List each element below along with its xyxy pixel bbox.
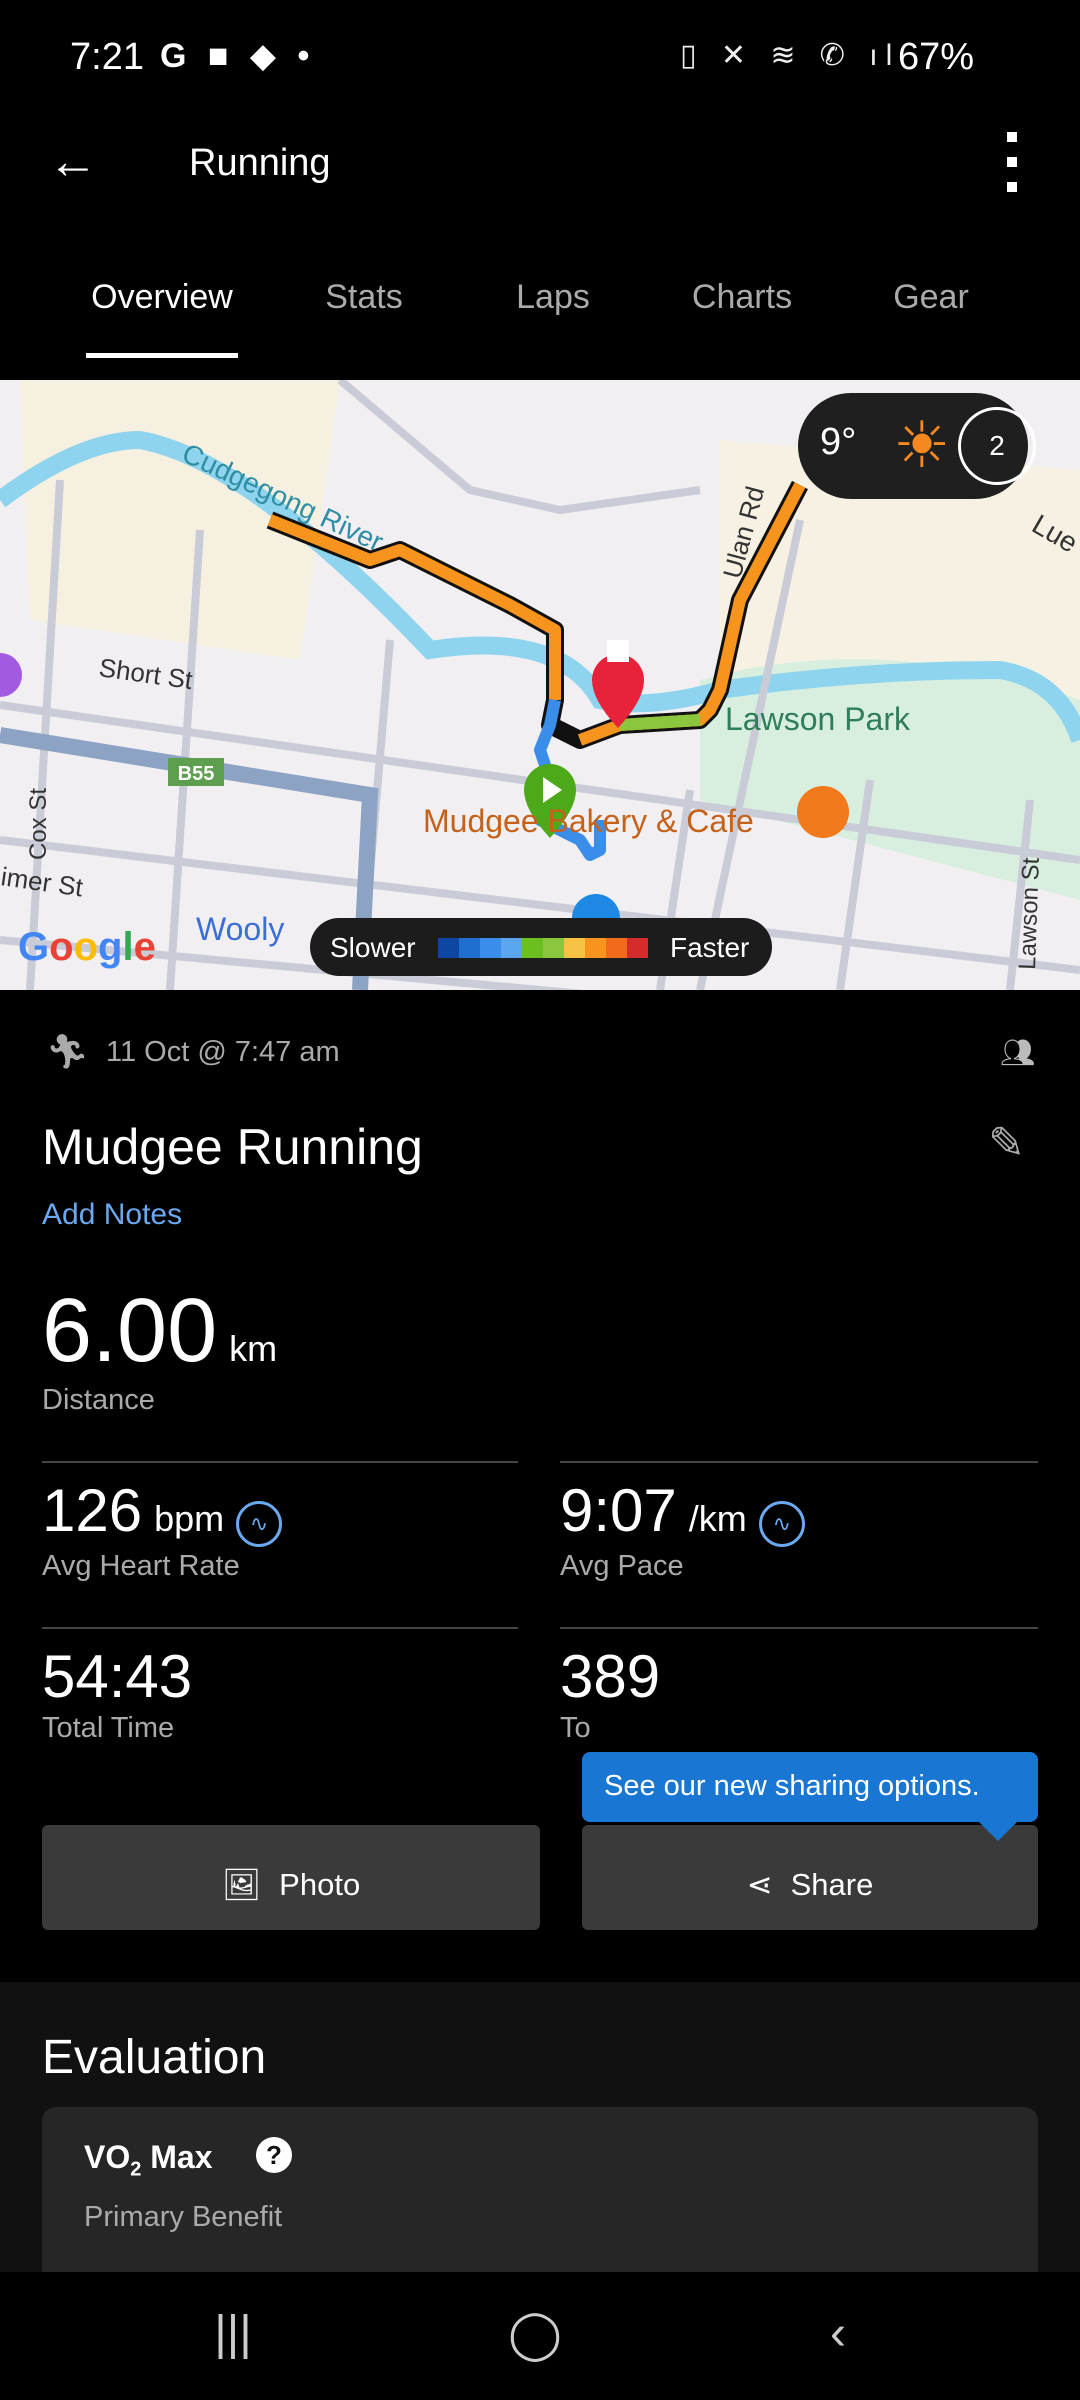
restaurant-pin-icon: [797, 786, 849, 838]
google-logo: Google: [18, 925, 156, 969]
notification-icons: G ■ ◆ •: [160, 37, 316, 75]
divider: [560, 1461, 1038, 1463]
distance-row: 6.00 km: [42, 1280, 277, 1383]
map-canvas: B55 Cudgegong River Short St Ulan Rd Law…: [0, 380, 1080, 990]
legend-swatch: [438, 938, 459, 958]
activity-date: 11 Oct @ 7:47 am: [106, 1036, 340, 1068]
primary-benefit: Primary Benefit: [84, 2201, 283, 2233]
route-slow-segment: [267, 514, 561, 700]
tab-overview[interactable]: Overview: [91, 278, 233, 316]
page-title: Running: [189, 142, 331, 184]
evaluation-section: Evaluation VO2 Max ? Primary Benefit: [0, 1982, 1080, 2307]
people-icon[interactable]: 👥︎: [1000, 1037, 1036, 1068]
tab-gear[interactable]: Gear: [893, 278, 969, 316]
legend-swatch: [480, 938, 501, 958]
tab-laps[interactable]: Laps: [516, 278, 590, 316]
back-arrow-icon[interactable]: ←: [48, 133, 98, 189]
stat-pace: 9:07/km ∿: [560, 1476, 805, 1547]
legend-swatch: [627, 938, 648, 958]
status-bar: 7:21 G ■ ◆ • ▯ ✕ ≋ ✆ ıl 67%: [0, 0, 1080, 120]
weather-badge[interactable]: 9° ☀ 2: [798, 393, 1036, 499]
legend-swatch: [606, 938, 627, 958]
system-icons: ▯ ✕ ≋ ✆ ıl: [680, 39, 901, 72]
activity-name: Mudgee Running: [42, 1119, 423, 1175]
svg-text:Mudgee Bakery & Cafe: Mudgee Bakery & Cafe: [423, 803, 754, 839]
svg-text:Lawson St: Lawson St: [1014, 857, 1045, 970]
more-options-icon[interactable]: [1005, 132, 1019, 192]
legend-swatch: [522, 938, 543, 958]
svg-text:Cox St: Cox St: [25, 788, 52, 860]
system-nav-bar: ||| ◯ ‹: [0, 2272, 1080, 2400]
sharing-tooltip[interactable]: See our new sharing options.: [582, 1752, 1038, 1822]
legend-swatch: [543, 938, 564, 958]
heart-rate-icon[interactable]: ∿: [236, 1501, 283, 1547]
running-icon: 🏃︎: [46, 1033, 90, 1071]
distance-label: Distance: [42, 1384, 155, 1416]
end-marker-icon: [592, 640, 644, 728]
help-icon[interactable]: ?: [256, 2137, 292, 2173]
total-time-value: 54:43: [42, 1643, 193, 1710]
edit-pencil-icon[interactable]: ✎: [988, 1119, 1025, 1168]
calories-value: 389: [560, 1643, 661, 1710]
home-icon[interactable]: ◯: [508, 2308, 562, 2361]
tooltip-arrow: [978, 1821, 1018, 1841]
battery-level: 67%: [898, 36, 975, 78]
distance-unit: km: [229, 1328, 278, 1369]
legend-swatch: [564, 938, 585, 958]
tab-bar: Overview Stats Laps Charts Gear: [0, 270, 1080, 360]
b55-shield: B55: [178, 763, 215, 785]
river: [0, 430, 1080, 744]
svg-text:Wooly: Wooly: [196, 911, 284, 947]
evaluation-title: Evaluation: [42, 2031, 267, 2084]
back-icon[interactable]: ‹: [830, 2307, 846, 2360]
stat-heart-rate: 126 bpm ∿: [42, 1476, 283, 1547]
pace-legend: Slower Faster: [310, 918, 772, 976]
temperature: 9°: [820, 421, 857, 463]
share-button[interactable]: ⋖ Share: [582, 1825, 1038, 1930]
route-map[interactable]: B55 Cudgegong River Short St Ulan Rd Law…: [0, 380, 1080, 990]
vo2-title: VO2 Max: [84, 2139, 213, 2181]
photo-button[interactable]: 🖼︎ Photo: [42, 1825, 540, 1930]
sun-icon: ☀: [893, 409, 951, 481]
lawson-park-area: [700, 659, 1080, 900]
legend-swatch: [585, 938, 606, 958]
distance-value: 6.00: [42, 1281, 218, 1381]
wind-speed: 2: [958, 407, 1036, 485]
status-time: 7:21: [70, 36, 144, 78]
divider: [42, 1627, 518, 1629]
active-tab-indicator: [86, 353, 238, 358]
heart-rate-icon[interactable]: ∿: [758, 1501, 805, 1547]
svg-text:Lawson Park: Lawson Park: [725, 701, 911, 737]
legend-slower: Slower: [330, 932, 416, 963]
tab-stats[interactable]: Stats: [325, 278, 403, 316]
legend-swatch: [501, 938, 522, 958]
add-notes-link[interactable]: Add Notes: [42, 1198, 183, 1231]
tab-charts[interactable]: Charts: [691, 278, 793, 316]
start-marker-icon: [524, 764, 576, 838]
legend-faster: Faster: [670, 932, 750, 963]
add-photo-icon: 🖼︎: [221, 1867, 262, 1902]
share-icon: ⋖: [746, 1866, 773, 1902]
recents-icon[interactable]: |||: [214, 2307, 252, 2360]
legend-gradient: [438, 938, 648, 958]
divider: [560, 1627, 1038, 1629]
legend-swatch: [459, 938, 480, 958]
divider: [42, 1461, 518, 1463]
